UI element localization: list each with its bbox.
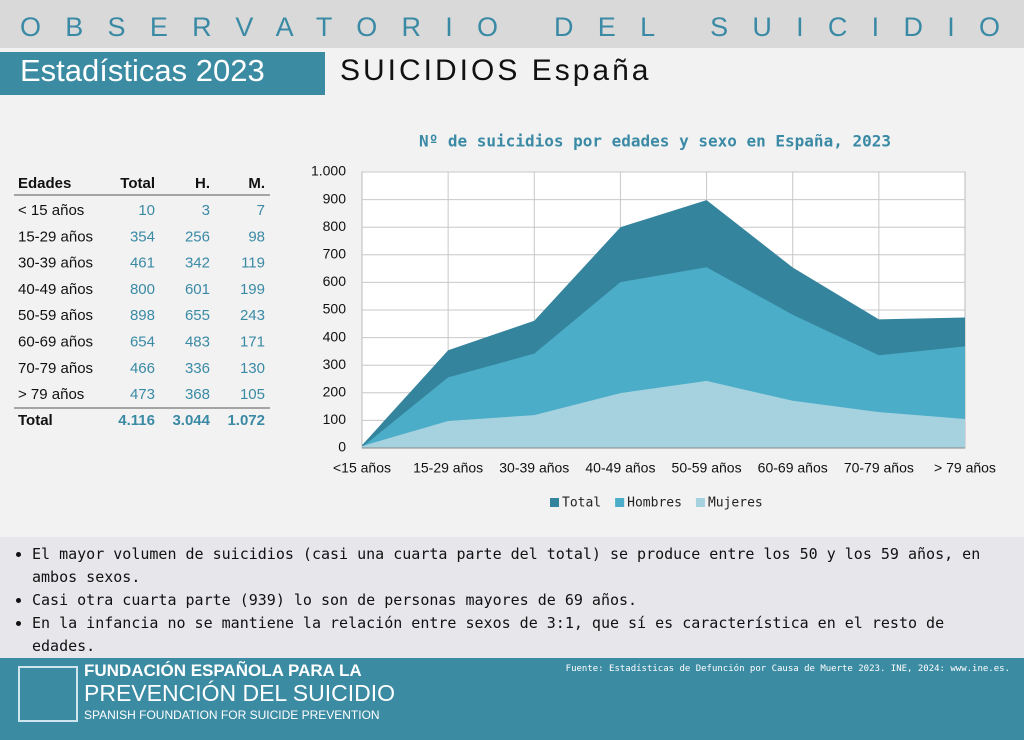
table-cell: 601: [185, 281, 210, 298]
badge: [0, 52, 325, 95]
source: Fuente: Estadísticas de Defunción por Ca…: [565, 664, 1010, 674]
table-cell: 461: [130, 255, 155, 272]
x-tick-label: 50-59 años: [672, 460, 742, 476]
table-cell: 3.044: [172, 412, 210, 429]
y-tick-label: 200: [323, 384, 347, 400]
table-cell: 10: [138, 202, 155, 219]
table-cell: 354: [130, 228, 155, 245]
org-line2: PREVENCIÓN DEL SUICIDIO: [84, 680, 395, 706]
table-cell: 15-29 años: [18, 228, 93, 245]
table-cell: 40-49 años: [18, 281, 93, 298]
table-cell: 98: [248, 228, 265, 245]
table-cell: 7: [257, 202, 265, 219]
table-cell: 60-69 años: [18, 333, 93, 350]
main-area: OBSERVATORIO DEL SUICIDIO Estadísticas 2…: [0, 0, 1024, 511]
chart: Nº de suicidios por edades y sexo en Esp…: [311, 132, 996, 511]
note: Casi otra cuarta parte (939) lo son de p…: [32, 589, 1014, 612]
x-tick-label: 40-49 años: [585, 460, 655, 476]
table-cell: 483: [185, 333, 210, 350]
table-cell: 105: [240, 386, 265, 403]
table-cell: Total: [18, 412, 53, 429]
table-cell: 130: [240, 360, 265, 377]
table-cell: 368: [185, 386, 210, 403]
table-cell: 473: [130, 386, 155, 403]
org-line3: SPANISH FOUNDATION FOR SUICIDE PREVENTIO…: [84, 708, 380, 722]
logo: [18, 666, 78, 722]
table-cell: 70-79 años: [18, 360, 93, 377]
y-tick-label: 100: [323, 411, 347, 427]
y-tick-label: 0: [338, 439, 346, 455]
x-tick-label: 30-39 años: [499, 460, 569, 476]
org-line1: FUNDACIÓN ESPAÑOLA PARA LA: [84, 661, 362, 680]
legend-label: Mujeres: [708, 496, 763, 511]
y-tick-label: 1.000: [311, 163, 346, 179]
y-tick-label: 600: [323, 273, 347, 289]
note: El mayor volumen de suicidios (casi una …: [32, 543, 1014, 589]
legend-label: Total: [562, 496, 601, 511]
footer: FUNDACIÓN ESPAÑOLA PARA LA PREVENCIÓN DE…: [0, 658, 1024, 740]
y-tick-label: 500: [323, 301, 347, 317]
table-cell: 336: [185, 360, 210, 377]
x-tick-label: > 79 años: [934, 460, 996, 476]
table: Edades Total H. M. < 15 años 10 3 7 15-29 años 35…: [14, 175, 270, 429]
table-cell: 800: [130, 281, 155, 298]
chart-title: Nº de suicidios por edades y sexo en Esp…: [419, 132, 891, 151]
table-cell: M.: [248, 175, 265, 192]
table-cell: Edades: [18, 175, 71, 192]
table-cell: 655: [185, 307, 210, 324]
legend-label: Hombres: [627, 496, 682, 511]
table-cell: 199: [240, 281, 265, 298]
table-cell: 654: [130, 333, 155, 350]
badge-text: Estadísticas 2023: [20, 53, 265, 88]
y-tick-label: 800: [323, 218, 347, 234]
table-cell: 119: [241, 255, 265, 272]
table-cell: 898: [130, 307, 155, 324]
note: En la infancia no se mantiene la relació…: [32, 612, 1014, 658]
area: [362, 267, 965, 448]
y-tick-label: 700: [323, 246, 347, 262]
x-tick-label: <15 años: [333, 460, 391, 476]
legend-swatch: [695, 498, 705, 507]
table-cell: 50-59 años: [18, 307, 93, 324]
header-band: [0, 0, 1024, 48]
table-cell: 466: [130, 360, 155, 377]
table-cell: > 79 años: [18, 386, 84, 403]
note-list: El mayor volumen de suicidios (casi una …: [0, 537, 1024, 658]
table-cell: 243: [240, 307, 265, 324]
table-cell: 30-39 años: [18, 255, 93, 272]
table-cell: < 15 años: [18, 202, 84, 219]
x-tick-label: 70-79 años: [844, 460, 914, 476]
table-cell: Total: [120, 175, 155, 192]
table-cell: 1.072: [227, 412, 265, 429]
legend-swatch: [550, 498, 559, 507]
subtitle: SUICIDIOS España: [340, 54, 651, 87]
table-cell: H.: [195, 175, 210, 192]
table-cell: 3: [202, 202, 210, 219]
y-tick-label: 900: [323, 190, 347, 206]
y-tick-label: 300: [323, 356, 347, 372]
notes: El mayor volumen de suicidios (casi una …: [0, 537, 1024, 658]
table-cell: 342: [185, 255, 210, 272]
table-cell: 171: [240, 333, 265, 350]
x-tick-label: 15-29 años: [413, 460, 483, 476]
area: [362, 380, 965, 448]
table-cell: 256: [185, 228, 210, 245]
legend-swatch: [615, 498, 625, 507]
table-cell: 4.116: [118, 412, 155, 429]
y-tick-label: 400: [323, 328, 347, 344]
x-tick-label: 60-69 años: [758, 460, 828, 476]
